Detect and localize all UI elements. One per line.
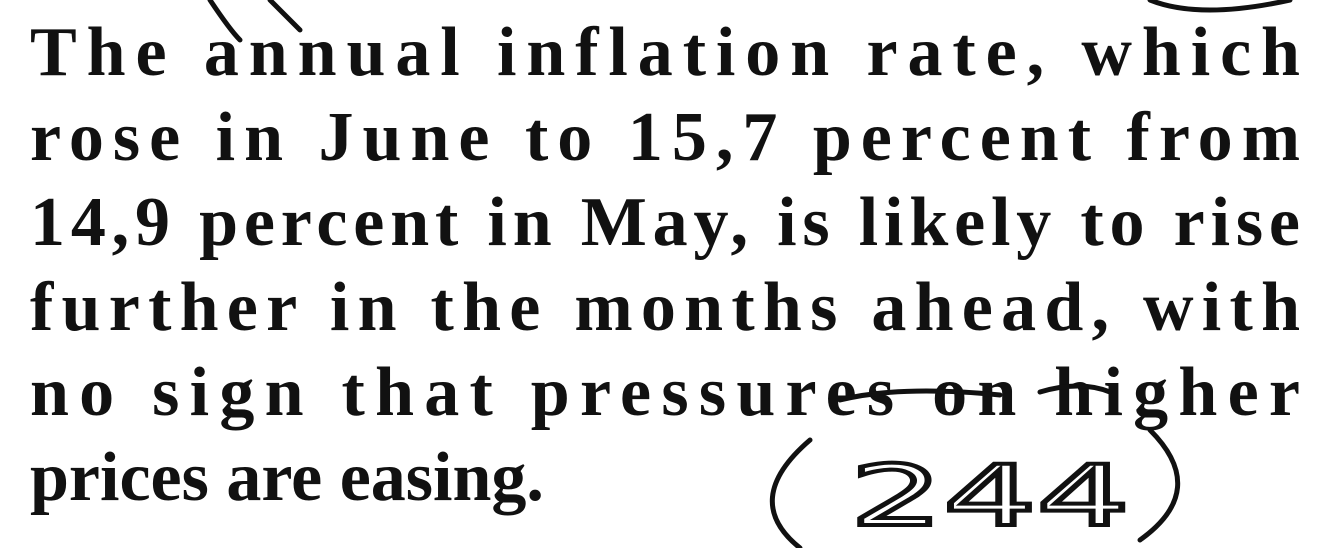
paren-left [769, 437, 813, 548]
handwritten-annotation: 244 [850, 447, 1130, 545]
text-line: 14,9 percent in May, is likely to rise [30, 184, 1300, 261]
text-line: prices are easing. [30, 439, 544, 516]
text-line: no sign that pressures on higher [30, 354, 1300, 431]
strike [837, 383, 1113, 403]
text-line: The annual inflation rate, which [30, 14, 1300, 91]
paren-right [1137, 427, 1181, 543]
scribble [207, 0, 1293, 43]
